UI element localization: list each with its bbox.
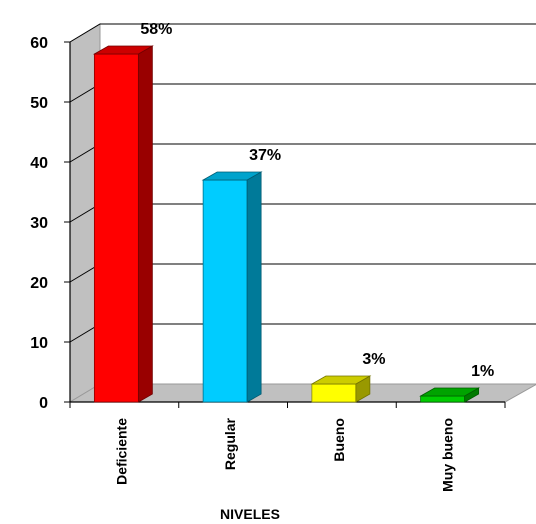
bars	[92, 45, 481, 403]
category-labels: Deficiente Regular Bueno Muy bueno	[113, 417, 455, 491]
category-label: Bueno	[331, 418, 347, 462]
y-tick-label: 60	[30, 35, 48, 52]
bar-regular	[201, 171, 263, 403]
data-label: 58%	[140, 21, 172, 38]
category-label: Regular	[222, 417, 238, 470]
data-label: 3%	[362, 351, 385, 368]
data-label: 1%	[471, 363, 494, 380]
x-axis-title: NIVELES	[220, 506, 280, 522]
data-label: 37%	[249, 147, 281, 164]
y-tick-label: 20	[30, 275, 48, 292]
bar-bueno	[310, 375, 372, 403]
y-tick-label: 50	[30, 95, 48, 112]
gridline	[69, 23, 536, 43]
category-label: Deficiente	[113, 418, 129, 485]
y-tick-label: 0	[39, 395, 48, 412]
y-tick-label: 10	[30, 335, 48, 352]
y-tick-label: 30	[30, 215, 48, 232]
category-label: Muy bueno	[440, 418, 456, 492]
y-tick-labels: 0 10 20 30 40 50 60	[30, 35, 48, 412]
data-labels: 58% 37% 3% 1%	[140, 21, 494, 380]
bar-deficiente	[92, 45, 154, 403]
bar-muy-bueno	[419, 387, 481, 403]
y-tick-label: 40	[30, 155, 48, 172]
